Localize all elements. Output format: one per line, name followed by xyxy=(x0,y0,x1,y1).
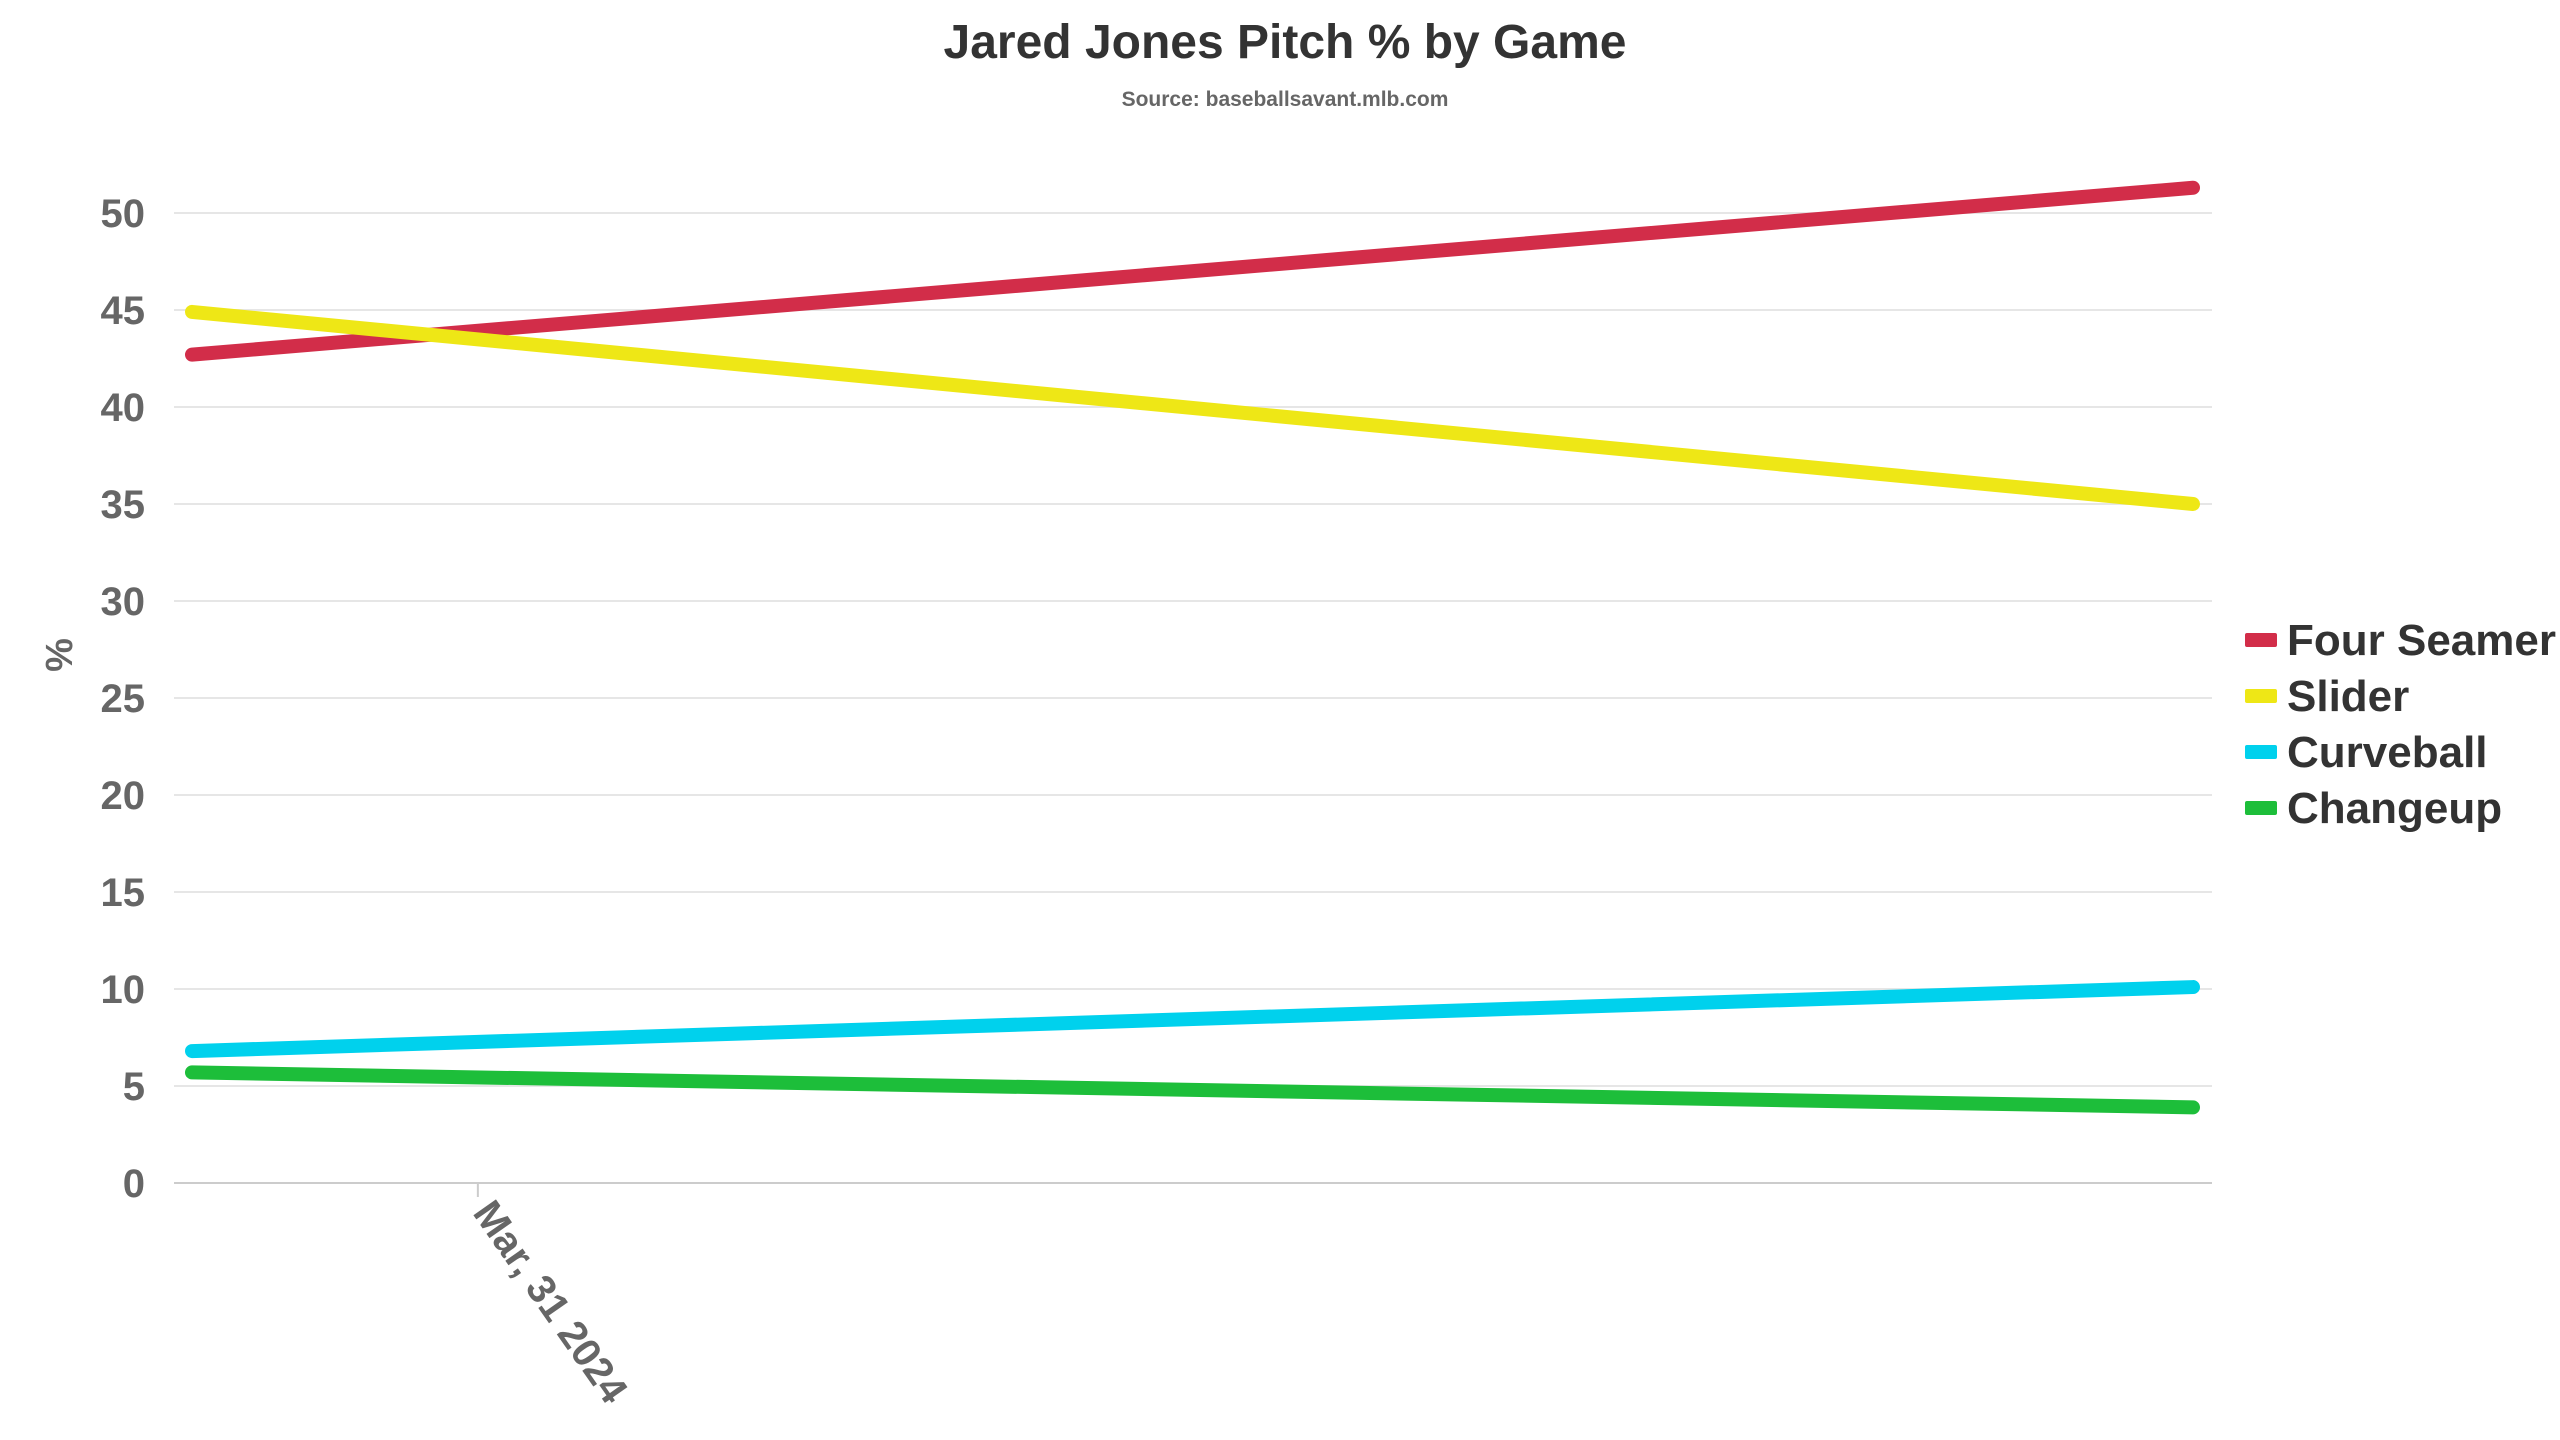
legend-label: Slider xyxy=(2287,672,2409,721)
y-axis-ticks: 0 5 10 15 20 25 30 35 40 45 50 xyxy=(101,192,146,1206)
y-tick-label: 25 xyxy=(101,677,146,721)
legend-item-four-seamer[interactable]: Four Seamer xyxy=(2245,616,2556,665)
y-tick-label: 5 xyxy=(123,1065,145,1109)
y-tick-label: 20 xyxy=(101,774,146,818)
legend-item-changeup[interactable]: Changeup xyxy=(2245,784,2502,833)
legend-swatch xyxy=(2245,689,2277,703)
y-tick-label: 45 xyxy=(101,289,146,333)
series-line-four-seamer xyxy=(185,180,2200,362)
series-line-changeup xyxy=(185,1065,2200,1115)
legend-item-slider[interactable]: Slider xyxy=(2245,672,2409,721)
y-tick-label: 35 xyxy=(101,483,146,527)
legend-item-curveball[interactable]: Curveball xyxy=(2245,728,2488,777)
legend-swatch xyxy=(2245,801,2277,815)
legend: Four Seamer Slider Curveball Changeup xyxy=(2245,616,2556,833)
y-tick-label: 40 xyxy=(101,386,146,430)
y-tick-label: 10 xyxy=(101,968,146,1012)
y-tick-label: 15 xyxy=(101,871,146,915)
chart-title: Jared Jones Pitch % by Game xyxy=(944,16,1627,69)
y-axis-label: % xyxy=(39,638,81,672)
legend-label: Curveball xyxy=(2287,728,2488,777)
legend-swatch xyxy=(2245,633,2277,647)
legend-label: Four Seamer xyxy=(2287,616,2556,665)
series-lines xyxy=(185,180,2200,1115)
chart-subtitle: Source: baseballsavant.mlb.com xyxy=(1122,88,1449,111)
x-axis-ticks: Mar, 31 2024 xyxy=(464,1183,636,1412)
y-tick-label: 30 xyxy=(101,580,146,624)
legend-label: Changeup xyxy=(2287,784,2502,833)
legend-swatch xyxy=(2245,745,2277,759)
x-tick-label: Mar, 31 2024 xyxy=(464,1193,636,1412)
series-line-curveball xyxy=(185,980,2200,1059)
y-tick-label: 0 xyxy=(123,1162,145,1206)
y-tick-label: 50 xyxy=(101,192,146,236)
series-line-slider xyxy=(185,304,2200,511)
